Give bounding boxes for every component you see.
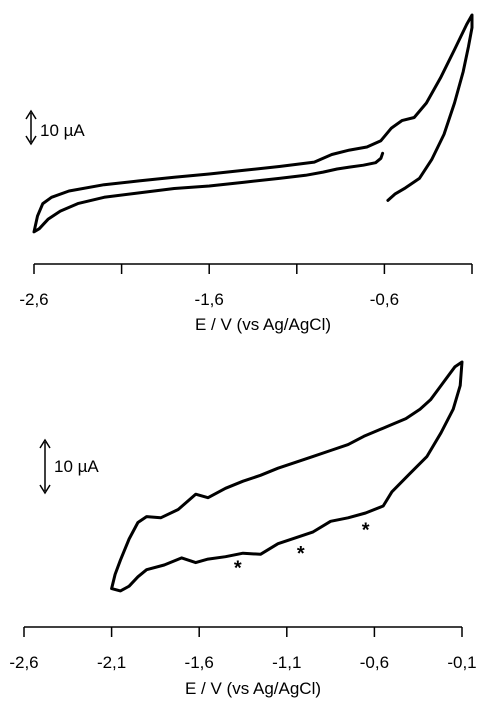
top-voltammogram-panel: 10 µA -2,6 -1,6 -0,6 E / V (vs Ag/AgCl) <box>19 13 474 334</box>
bottom-peak-markers: * * * <box>234 520 370 580</box>
peak-marker: * <box>362 520 370 542</box>
top-voltammogram-curve <box>32 13 474 234</box>
bottom-voltammogram-panel: 10 µA * * * -2,6 -2,1 -1,6 -1,1 -0,6 -0,1 E / V… <box>9 360 477 698</box>
bottom-x-tick-label: -1,1 <box>272 653 301 672</box>
bottom-voltammogram-curve <box>110 360 464 593</box>
top-scale-bar-label: 10 µA <box>40 121 85 140</box>
top-scale-bar: 10 µA <box>25 109 85 146</box>
bottom-scale-bar: 10 µA <box>39 438 99 495</box>
top-scale-bar-arrow-down <box>25 135 37 146</box>
bottom-x-tick-label: -0,6 <box>360 653 389 672</box>
bottom-scale-bar-arrow-down <box>39 484 51 495</box>
top-x-axis-label: E / V (vs Ag/AgCl) <box>195 315 331 334</box>
top-x-tick-label: -2,6 <box>19 290 48 309</box>
peak-marker: * <box>297 543 305 565</box>
bottom-x-axis: -2,6 -2,1 -1,6 -1,1 -0,6 -0,1 <box>9 626 477 672</box>
bottom-scale-bar-arrow-up <box>39 438 51 449</box>
bottom-x-tick-label: -2,6 <box>9 653 38 672</box>
bottom-x-tick-label: -2,1 <box>97 653 126 672</box>
bottom-x-tick-label: -1,6 <box>185 653 214 672</box>
top-x-axis: -2,6 -1,6 -0,6 <box>19 263 473 309</box>
top-x-tick-label: -0,6 <box>370 290 399 309</box>
bottom-x-tick-label: -0,1 <box>447 653 476 672</box>
top-x-tick-label: -1,6 <box>195 290 224 309</box>
bottom-scale-bar-label: 10 µA <box>54 457 99 476</box>
top-scale-bar-arrow-up <box>25 109 37 120</box>
bottom-x-axis-label: E / V (vs Ag/AgCl) <box>185 679 321 698</box>
peak-marker: * <box>234 557 242 579</box>
